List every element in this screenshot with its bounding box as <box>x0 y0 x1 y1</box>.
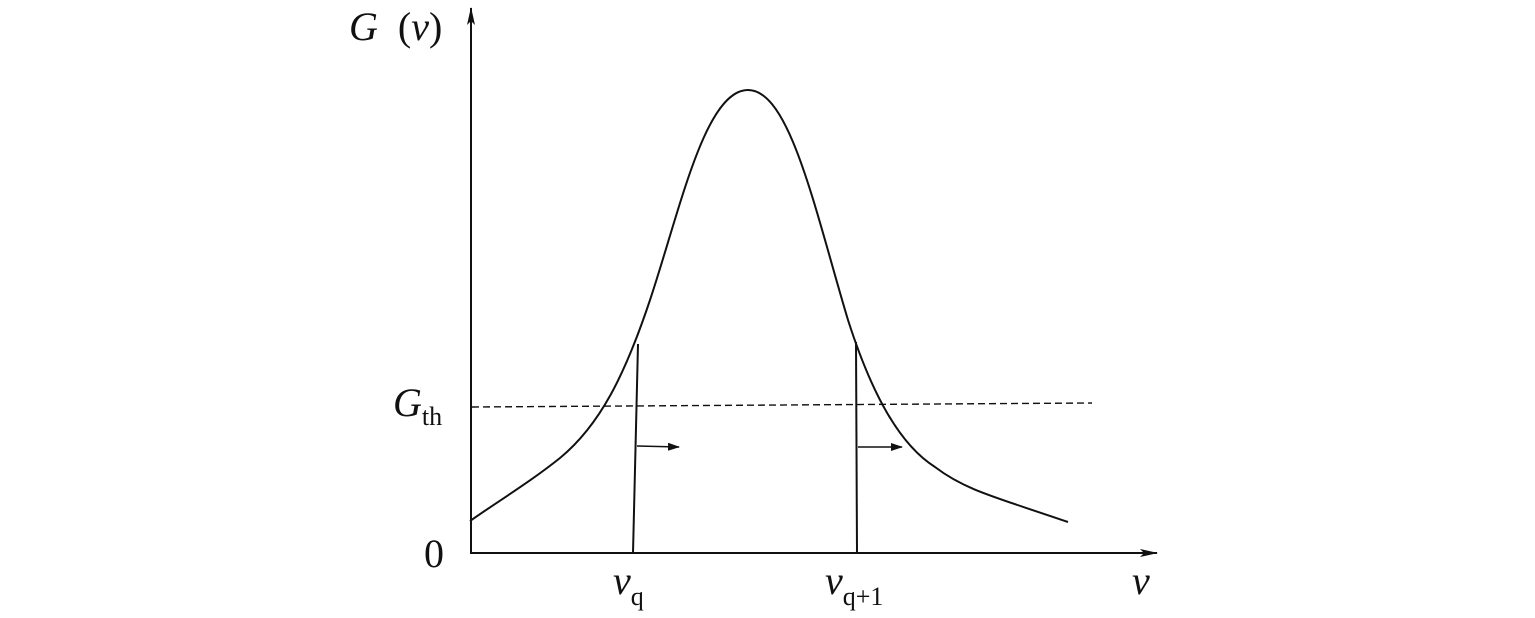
mode-q-label: vq <box>613 558 644 611</box>
mode-q-line <box>632 343 639 554</box>
threshold-line <box>471 402 1093 408</box>
y-axis-label: G (v) <box>349 4 442 49</box>
gain-curve <box>469 88 1069 523</box>
mode-q1-label: vq+1 <box>825 558 883 611</box>
origin-label: 0 <box>424 531 444 576</box>
x-axis-label: v <box>1132 558 1150 603</box>
threshold-label: Gth <box>393 380 442 431</box>
mode-q1-line <box>855 341 858 554</box>
mode-q-arrow <box>636 442 680 451</box>
